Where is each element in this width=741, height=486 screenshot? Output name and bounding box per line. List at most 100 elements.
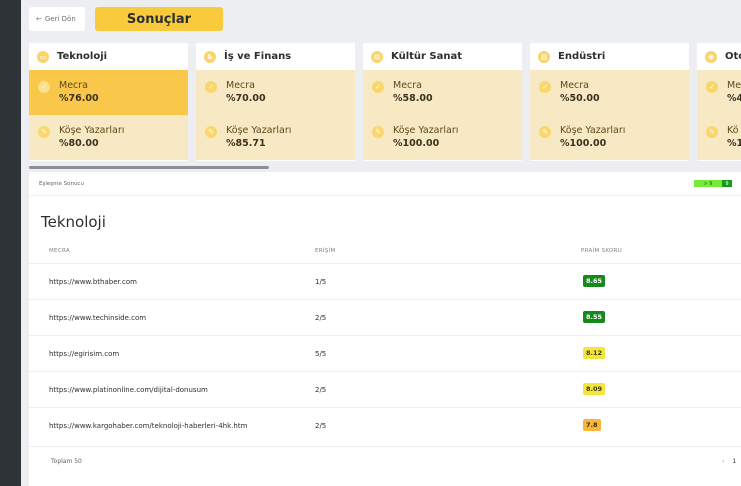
category-name: Kültür Sanat bbox=[391, 51, 463, 62]
check-icon: ✓ bbox=[38, 81, 50, 93]
results-panel: Eşleşme Sonucu > 9 9 Teknoloji MECRA ERİ… bbox=[29, 172, 741, 486]
category-name: İş ve Finans bbox=[224, 51, 292, 62]
factory-icon: ▥ bbox=[538, 50, 550, 63]
media-url: https://egirisim.com bbox=[49, 350, 120, 358]
reach-value: 1/5 bbox=[315, 278, 327, 286]
writers-label: Köşe Yazarları bbox=[393, 125, 459, 136]
check-icon: ✓ bbox=[706, 81, 718, 93]
category-card-header: ▭ Teknoloji bbox=[29, 43, 188, 70]
category-name: Teknoloji bbox=[57, 51, 108, 62]
table-footer: Toplam 50 ‹ 1 bbox=[29, 446, 741, 476]
back-button[interactable]: ← Geri Dön bbox=[29, 7, 85, 31]
pen-icon: ✎ bbox=[372, 126, 384, 138]
writers-value: %80.00 bbox=[59, 138, 99, 149]
category-card-oto[interactable]: ◉ Oto ✓ Me %4 ✎ Kö %1 bbox=[697, 43, 741, 161]
writers-value: %100.00 bbox=[393, 138, 440, 149]
writers-metric[interactable]: ✎ Kö %1 bbox=[697, 115, 741, 160]
category-card-endustri[interactable]: ▥ Endüstri ✓ Mecra %50.00 ✎ Köşe Yazarla… bbox=[530, 43, 689, 161]
laptop-icon: ▭ bbox=[37, 50, 49, 63]
media-metric[interactable]: ✓ Mecra %58.00 bbox=[363, 70, 522, 115]
table-row[interactable]: https://egirisim.com 5/5 8.12 bbox=[29, 335, 741, 371]
writers-value: %1 bbox=[727, 138, 741, 149]
media-label: Mecra bbox=[393, 80, 422, 91]
panel-header-label: Eşleşme Sonucu bbox=[39, 180, 84, 187]
money-icon: ₺ bbox=[204, 50, 216, 63]
writers-label: Kö bbox=[727, 125, 739, 136]
media-value: %70.00 bbox=[226, 93, 266, 104]
media-value: %4 bbox=[727, 93, 741, 104]
check-icon: ✓ bbox=[205, 81, 217, 93]
check-icon: ✓ bbox=[372, 81, 384, 93]
palette-icon: ▤ bbox=[371, 50, 383, 63]
section-title: Teknoloji bbox=[41, 213, 106, 231]
table-row[interactable]: https://www.kargohaber.com/teknoloji-hab… bbox=[29, 407, 741, 443]
media-url: https://www.bthaber.com bbox=[49, 278, 137, 286]
writers-label: Köşe Yazarları bbox=[226, 125, 292, 136]
category-card-is-ve-finans[interactable]: ₺ İş ve Finans ✓ Mecra %70.00 ✎ Köşe Yaz… bbox=[196, 43, 355, 161]
media-label: Me bbox=[727, 80, 741, 91]
score-badge: 8.09 bbox=[583, 383, 606, 395]
category-name: Oto bbox=[725, 51, 741, 62]
media-label: Mecra bbox=[560, 80, 589, 91]
media-url: https://www.platinonline.com/dijital-don… bbox=[49, 386, 208, 394]
writers-label: Köşe Yazarları bbox=[59, 125, 125, 136]
reach-value: 5/5 bbox=[315, 350, 327, 358]
score-legend: > 9 9 bbox=[694, 180, 732, 187]
total-count: Toplam 50 bbox=[51, 458, 82, 465]
pen-icon: ✎ bbox=[205, 126, 217, 138]
check-icon: ✓ bbox=[539, 81, 551, 93]
back-button-label: Geri Dön bbox=[44, 15, 76, 23]
category-cards: ▭ Teknoloji ✓ Mecra %76.00 ✎ Köşe Yazarl… bbox=[29, 43, 741, 161]
reach-value: 2/5 bbox=[315, 314, 327, 322]
pen-icon: ✎ bbox=[539, 126, 551, 138]
panel-header: Eşleşme Sonucu bbox=[29, 172, 741, 196]
column-header-media: MECRA bbox=[49, 248, 70, 254]
writers-metric[interactable]: ✎ Köşe Yazarları %80.00 bbox=[29, 115, 188, 160]
category-card-header: ▤ Kültür Sanat bbox=[363, 43, 522, 70]
column-header-reach: ERİŞİM bbox=[315, 248, 336, 254]
page-number[interactable]: 1 bbox=[732, 458, 737, 465]
writers-metric[interactable]: ✎ Köşe Yazarları %100.00 bbox=[530, 115, 689, 160]
score-badge: 8.65 bbox=[583, 275, 606, 287]
pen-icon: ✎ bbox=[38, 126, 50, 138]
media-label: Mecra bbox=[59, 80, 88, 91]
writers-value: %85.71 bbox=[226, 138, 266, 149]
score-badge: 8.55 bbox=[583, 311, 606, 323]
media-metric[interactable]: ✓ Me %4 bbox=[697, 70, 741, 115]
reach-value: 2/5 bbox=[315, 422, 327, 430]
category-card-header: ₺ İş ve Finans bbox=[196, 43, 355, 70]
arrow-left-icon: ← bbox=[36, 15, 42, 23]
category-name: Endüstri bbox=[558, 51, 606, 62]
score-badge: 8.12 bbox=[583, 347, 606, 359]
table-row[interactable]: https://www.bthaber.com 1/5 8.65 bbox=[29, 263, 741, 299]
media-value: %58.00 bbox=[393, 93, 433, 104]
column-header-score: PRAİM SKORU bbox=[581, 248, 623, 254]
reach-value: 2/5 bbox=[315, 386, 327, 394]
media-label: Mecra bbox=[226, 80, 255, 91]
legend-item: > 9 bbox=[694, 180, 722, 187]
category-card-kultur-sanat[interactable]: ▤ Kültür Sanat ✓ Mecra %58.00 ✎ Köşe Yaz… bbox=[363, 43, 522, 161]
prev-page-icon[interactable]: ‹ bbox=[722, 458, 725, 465]
category-card-header: ◉ Oto bbox=[697, 43, 741, 70]
category-card-teknoloji[interactable]: ▭ Teknoloji ✓ Mecra %76.00 ✎ Köşe Yazarl… bbox=[29, 43, 188, 161]
media-value: %76.00 bbox=[59, 93, 99, 104]
page-title: Sonuçlar bbox=[95, 7, 223, 31]
media-metric[interactable]: ✓ Mecra %70.00 bbox=[196, 70, 355, 115]
category-card-header: ▥ Endüstri bbox=[530, 43, 689, 70]
writers-label: Köşe Yazarları bbox=[560, 125, 626, 136]
pagination: ‹ 1 bbox=[722, 458, 736, 465]
sidebar bbox=[0, 0, 21, 486]
writers-metric[interactable]: ✎ Köşe Yazarları %100.00 bbox=[363, 115, 522, 160]
media-url: https://www.kargohaber.com/teknoloji-hab… bbox=[49, 422, 248, 430]
car-icon: ◉ bbox=[705, 50, 717, 63]
pen-icon: ✎ bbox=[706, 126, 718, 138]
media-value: %50.00 bbox=[560, 93, 600, 104]
writers-value: %100.00 bbox=[560, 138, 607, 149]
writers-metric[interactable]: ✎ Köşe Yazarları %85.71 bbox=[196, 115, 355, 160]
media-metric[interactable]: ✓ Mecra %50.00 bbox=[530, 70, 689, 115]
horizontal-scrollbar[interactable] bbox=[29, 166, 269, 169]
media-metric[interactable]: ✓ Mecra %76.00 bbox=[29, 70, 188, 115]
table-header: MECRA ERİŞİM PRAİM SKORU bbox=[29, 244, 741, 258]
table-row[interactable]: https://www.platinonline.com/dijital-don… bbox=[29, 371, 741, 407]
table-row[interactable]: https://www.techinside.com 2/5 8.55 bbox=[29, 299, 741, 335]
